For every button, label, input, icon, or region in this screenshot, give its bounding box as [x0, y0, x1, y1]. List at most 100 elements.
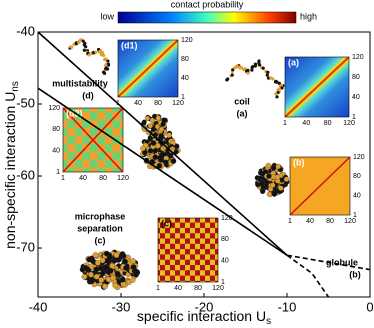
- monomer: [270, 182, 276, 188]
- phase-boundary: [37, 31, 288, 256]
- x-axis-label-text: specific interaction U: [137, 308, 266, 324]
- inset-y-tick: 80: [52, 126, 60, 133]
- inset-y-tick: 40: [181, 75, 189, 82]
- monomer: [155, 142, 161, 149]
- inset-y-tick: 80: [181, 56, 189, 63]
- monomer: [81, 39, 85, 43]
- monomer: [278, 185, 284, 191]
- monomer: [239, 65, 243, 70]
- monomer: [274, 174, 281, 180]
- inset-y-tick: 80: [221, 236, 229, 243]
- x-axis-label-sub: s: [266, 316, 271, 327]
- monomer: [86, 256, 93, 263]
- y-tick-label: -70: [16, 239, 35, 254]
- inset-y-tick: 120: [353, 154, 365, 161]
- monomer: [251, 65, 255, 69]
- inset-x-tick: 80: [154, 100, 162, 107]
- inset-x-tick: 1: [288, 218, 292, 225]
- monomer: [84, 266, 91, 273]
- phase-boundary: [37, 87, 288, 256]
- region-label: (d): [82, 90, 94, 100]
- monomer: [70, 45, 74, 49]
- monomer: [133, 268, 140, 275]
- inset-y-tick: 1: [181, 94, 185, 101]
- inset-x-tick: 80: [194, 285, 202, 292]
- region-label: separation: [77, 223, 123, 233]
- monomer: [87, 53, 91, 57]
- x-tick-label: -30: [112, 299, 131, 314]
- inset-x-tick: 1: [61, 175, 65, 182]
- monomer: [88, 278, 95, 285]
- monomer: [230, 73, 234, 77]
- y-axis-label-sub: ns: [10, 81, 21, 92]
- monomer: [112, 282, 119, 289]
- monomer: [144, 115, 150, 121]
- monomer: [102, 264, 109, 271]
- monomer: [84, 45, 88, 49]
- monomer: [99, 257, 106, 264]
- region-label: (b): [349, 269, 361, 279]
- monomer: [110, 274, 116, 281]
- y-axis-label: non-specific interaction Uns: [2, 81, 21, 249]
- inset-y-tick: 1: [56, 169, 60, 176]
- monomer: [147, 123, 153, 129]
- region-label: globule: [326, 257, 358, 267]
- y-tick-label: -40: [16, 23, 35, 38]
- monomer: [271, 191, 278, 197]
- monomer: [130, 258, 136, 264]
- monomer: [246, 68, 250, 73]
- monomer: [159, 126, 165, 132]
- inset-y-tick: 80: [352, 74, 360, 81]
- y-tick-label: -50: [16, 95, 35, 110]
- monomer: [120, 253, 127, 259]
- monomer: [99, 270, 106, 277]
- colorbar-title: contact probability: [171, 0, 244, 9]
- inset-y-tick: 40: [221, 258, 229, 265]
- region-label: (a): [237, 108, 248, 118]
- inset-x-tick: 120: [343, 120, 355, 127]
- monomer: [261, 66, 265, 70]
- monomer: [257, 59, 261, 63]
- x-axis-label: specific interaction Us: [137, 308, 271, 327]
- phase-boundary: [286, 254, 371, 271]
- monomer: [92, 252, 99, 258]
- inset-y-tick: 40: [52, 148, 60, 155]
- monomer: [277, 81, 282, 86]
- inset-y-tick: 120: [221, 215, 233, 222]
- x-tick-label: 0: [366, 299, 373, 314]
- monomer: [271, 77, 275, 81]
- inset-x-tick: 80: [326, 218, 334, 225]
- inset-label: (b): [293, 157, 305, 167]
- y-tick-label: -60: [16, 167, 35, 182]
- inset-x-tick: 120: [172, 100, 184, 107]
- inset-label: (a): [288, 57, 299, 67]
- monomer: [94, 50, 98, 54]
- monomer: [123, 265, 129, 271]
- x-tick-label: -40: [29, 299, 48, 314]
- polymer-drawings: [68, 38, 290, 291]
- monomer: [163, 159, 169, 166]
- monomer: [94, 259, 101, 266]
- monomer: [102, 71, 107, 75]
- region-label: multistability: [52, 78, 108, 88]
- monomer: [250, 68, 254, 72]
- monomer: [98, 49, 102, 53]
- monomer: [103, 250, 110, 257]
- monomer: [107, 267, 114, 274]
- region-label: coil: [234, 96, 250, 106]
- monomer: [97, 265, 104, 271]
- monomer: [93, 273, 100, 280]
- monomer: [226, 77, 230, 81]
- monomer: [81, 274, 88, 280]
- monomer: [166, 132, 172, 138]
- monomer: [170, 158, 177, 164]
- monomer: [270, 165, 277, 171]
- monomer: [255, 181, 261, 188]
- monomer: [106, 59, 110, 63]
- monomer: [275, 163, 281, 170]
- colorbar-low: low: [100, 11, 114, 21]
- monomer: [265, 73, 269, 77]
- colorbar-high: high: [300, 11, 317, 21]
- monomer: [280, 86, 284, 90]
